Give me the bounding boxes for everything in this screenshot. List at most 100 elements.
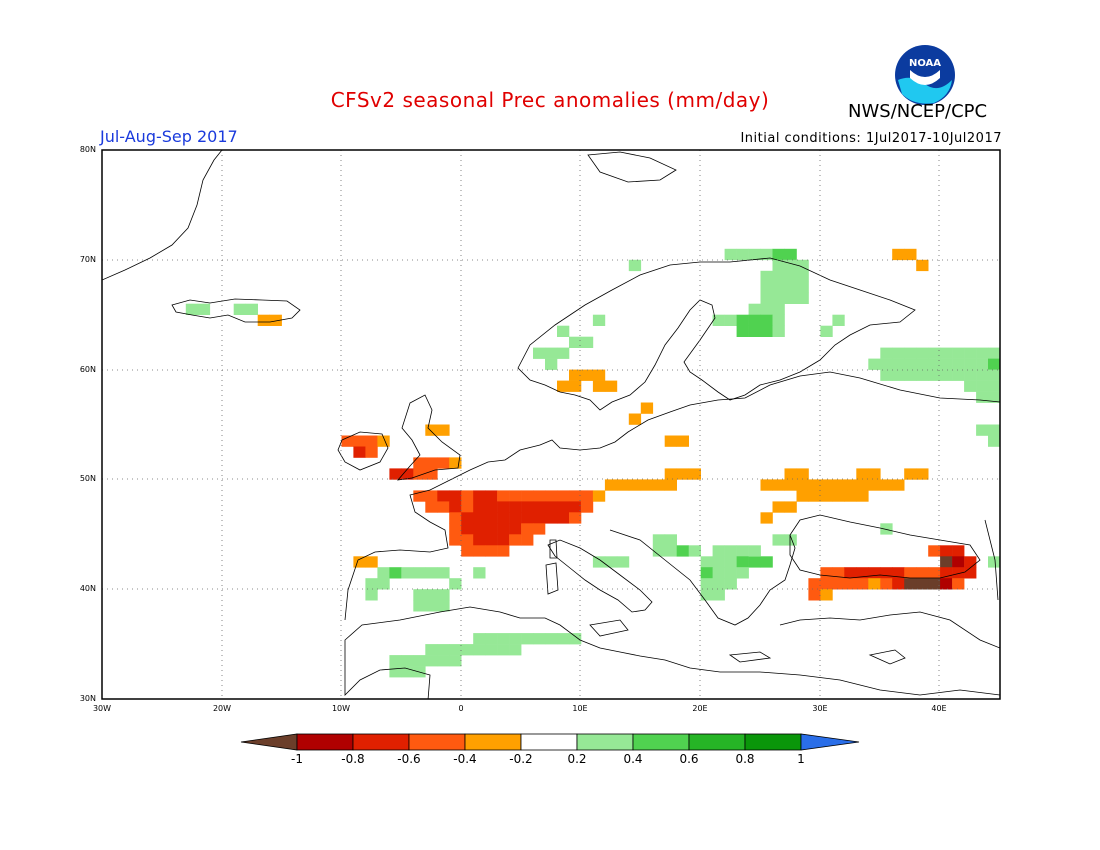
anomaly-cell [545, 358, 558, 370]
anomaly-cell [497, 501, 510, 513]
anomaly-cell [904, 358, 917, 370]
anomaly-cell [952, 369, 965, 381]
anomaly-cell [461, 523, 474, 535]
anomaly-cell [760, 479, 773, 491]
anomaly-cell [449, 655, 462, 667]
anomaly-cell [796, 259, 809, 272]
colorbar-segment [744, 733, 802, 751]
anomaly-cell [760, 270, 773, 283]
anomaly-cell [988, 380, 1000, 392]
colorbar-label: 1 [797, 752, 805, 766]
anomaly-cell [461, 545, 474, 557]
anomaly-cell [952, 358, 965, 370]
anomaly-cell [473, 523, 486, 535]
anomaly-cell [509, 512, 522, 524]
anomaly-cell [557, 347, 570, 359]
anomaly-cell [940, 545, 953, 557]
anomaly-cell [772, 314, 785, 326]
anomaly-cell [413, 468, 426, 480]
anomaly-cell [377, 435, 390, 447]
anomaly-cell [533, 347, 546, 359]
anomaly-cell [880, 578, 893, 590]
anomaly-cell [521, 523, 534, 535]
anomaly-cell [245, 303, 258, 315]
anomaly-cell [437, 589, 450, 601]
anomaly-cell [832, 479, 845, 491]
anomaly-cell [257, 314, 270, 326]
anomaly-cell [724, 567, 737, 579]
anomaly-cell [892, 347, 905, 359]
lat-label: 60N [79, 365, 96, 374]
anomaly-cell [988, 424, 1000, 436]
anomaly-cell [736, 567, 749, 579]
anomaly-cell [616, 556, 630, 568]
anomaly-cell [473, 644, 486, 656]
anomaly-cell [964, 369, 977, 381]
anomaly-cell [497, 523, 510, 535]
anomaly-cell [976, 358, 989, 370]
anomaly-cell [712, 545, 725, 557]
anomaly-cell [724, 578, 737, 590]
map-title: CFSv2 seasonal Prec anomalies (mm/day) [330, 88, 770, 112]
anomaly-cell [832, 578, 845, 590]
anomaly-cell [796, 292, 809, 304]
anomaly-cell [521, 490, 534, 502]
anomaly-cell [449, 490, 462, 502]
initial-conditions: Initial conditions: 1Jul2017-10Jul2017 [740, 131, 1002, 146]
anomaly-cell [269, 314, 282, 326]
colorbar-label: 0.4 [623, 752, 643, 766]
anomaly-cell [461, 512, 474, 524]
anomaly-cell [688, 545, 701, 557]
anomaly-cell [557, 633, 570, 645]
anomaly-cell [437, 655, 450, 667]
anomaly-cell [365, 446, 378, 458]
anomaly-cell [988, 391, 1000, 403]
anomaly-cell [425, 655, 438, 667]
anomaly-cell [557, 501, 570, 513]
anomaly-cell [880, 479, 893, 491]
anomaly-cell [976, 369, 989, 381]
anomaly-cell [724, 248, 737, 261]
anomaly-cell [916, 358, 929, 370]
anomaly-cell [449, 523, 462, 535]
anomaly-cell [940, 578, 953, 590]
anomaly-cell [473, 633, 486, 645]
anomaly-cell [808, 589, 821, 601]
anomaly-cell [485, 490, 498, 502]
anomaly-cell [461, 501, 474, 513]
anomaly-cell [652, 479, 666, 491]
anomaly-cell [880, 369, 893, 381]
anomaly-cell [580, 501, 594, 513]
anomaly-cell [640, 402, 654, 414]
anomaly-cell [940, 567, 953, 579]
lon-label: 40E [931, 704, 947, 713]
anomaly-cell [461, 490, 474, 502]
anomaly-cell [425, 490, 438, 502]
anomaly-cell [485, 512, 498, 524]
anomaly-cell [533, 512, 546, 524]
anomaly-cell [497, 633, 510, 645]
anomaly-cell [545, 501, 558, 513]
colorbar-segment [688, 733, 746, 751]
colorbar-label: -0.8 [341, 752, 365, 766]
lon-label: 20E [692, 704, 708, 713]
anomaly-cell [437, 644, 450, 656]
anomaly-cell [353, 435, 366, 447]
anomaly-cell [988, 556, 1000, 568]
anomaly-cell [449, 501, 462, 513]
anomaly-cell [473, 512, 486, 524]
anomaly-cell [928, 347, 941, 359]
anomaly-cell [808, 490, 821, 502]
anomaly-cell [676, 468, 689, 480]
anomaly-cell [545, 347, 558, 359]
svg-text:NOAA: NOAA [909, 58, 941, 69]
anomaly-cell [676, 545, 689, 557]
anomaly-cell [700, 556, 713, 568]
anomaly-cell [473, 490, 486, 502]
anomaly-cell [413, 567, 426, 579]
anomaly-cell [676, 435, 689, 447]
anomaly-cell [772, 248, 785, 261]
anomaly-cell [604, 380, 618, 392]
anomaly-cell [940, 347, 953, 359]
anomaly-cell [569, 490, 582, 502]
